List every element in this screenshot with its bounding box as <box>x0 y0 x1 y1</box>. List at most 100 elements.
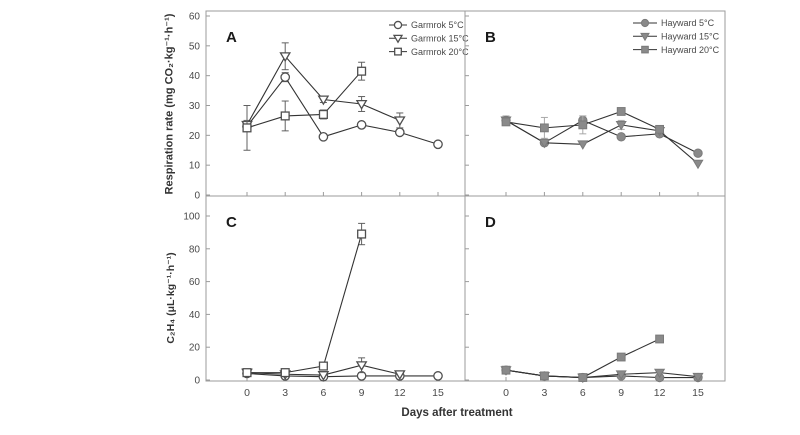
square-marker <box>578 373 588 382</box>
y-tick-label: 20 <box>189 343 201 354</box>
triangle-down-marker <box>538 138 550 149</box>
series-garmrok-5-c <box>242 72 443 150</box>
x-tick-label: 12 <box>394 387 406 399</box>
triangle-down-marker <box>392 34 404 44</box>
y-tick-label: 0 <box>194 191 200 202</box>
panel-letter: B <box>485 29 496 46</box>
square-marker <box>655 124 665 134</box>
circle-marker <box>616 132 626 142</box>
triangle-down-marker <box>317 95 330 106</box>
series-line <box>246 70 363 129</box>
y-tick-label: 60 <box>189 277 201 288</box>
triangle-down-marker <box>692 372 704 383</box>
square-marker <box>578 120 588 130</box>
panel-B: B Hayward 5°C Hayward 15°C Hayward 20°C <box>464 10 726 197</box>
triangle-down-marker <box>692 159 704 170</box>
square-marker <box>357 66 367 76</box>
circle-marker <box>693 148 703 158</box>
x-tick-label: 12 <box>654 387 666 399</box>
circle-marker <box>280 72 291 83</box>
triangle-down-marker <box>393 116 406 127</box>
circle-marker <box>393 20 403 30</box>
square-marker <box>318 361 328 371</box>
legend-label: Garmrok 15°C <box>411 34 469 44</box>
series-hayward-15-c <box>500 116 704 170</box>
square-marker <box>357 229 367 239</box>
square-marker <box>540 371 549 381</box>
x-tick-label: 9 <box>359 387 365 399</box>
x-tick-label: 9 <box>618 387 624 399</box>
triangle-down-marker <box>355 99 368 110</box>
panel-letter: C <box>226 214 237 231</box>
panel-letter: D <box>485 214 496 231</box>
legend-label: Garmrok 20°C <box>411 47 469 57</box>
triangle-down-marker <box>615 120 627 131</box>
series-garmrok-5-c <box>242 368 443 382</box>
square-marker <box>641 45 649 54</box>
x-tick-label: 15 <box>432 387 444 399</box>
x-axis-label: Days after treatment <box>401 407 513 419</box>
square-marker <box>501 365 511 375</box>
x-tick-label: 0 <box>244 387 250 399</box>
square-marker <box>242 368 252 378</box>
triangle-down-marker <box>355 361 368 372</box>
panel-frame <box>205 195 466 382</box>
series-garmrok-20-c <box>242 61 367 151</box>
legend-label: Hayward 15°C <box>661 32 720 42</box>
panel-C: 0 20 40 60 80 100 0 3 6 9 12 15 C <box>183 195 466 399</box>
legend-label: Hayward 5°C <box>661 18 715 28</box>
x-tick-label: 3 <box>282 387 288 399</box>
square-marker <box>616 352 626 362</box>
legend-label: Garmrok 5°C <box>411 20 464 30</box>
square-marker <box>242 123 252 133</box>
square-marker <box>655 334 665 344</box>
y-tick-label: 10 <box>189 161 201 172</box>
y-tick-label: 30 <box>189 101 201 112</box>
series-hayward-5-c <box>501 115 703 158</box>
square-marker <box>540 123 549 133</box>
panel-frame <box>464 195 726 382</box>
x-tick-label: 3 <box>541 387 547 399</box>
series-line <box>505 338 660 379</box>
y-tick-label: 0 <box>194 376 200 387</box>
y-tick-label: 50 <box>189 41 201 52</box>
circle-marker <box>433 371 443 381</box>
y-tick-label: 60 <box>189 12 201 23</box>
square-marker <box>616 107 626 116</box>
y-tick-label: 40 <box>189 310 201 321</box>
series-line <box>246 372 438 378</box>
series-hayward-20-c <box>501 334 665 382</box>
x-tick-label: 6 <box>320 387 326 399</box>
panel-D: 0 3 6 9 12 15 D <box>464 195 726 399</box>
y-tick-label: 100 <box>183 212 200 223</box>
series-garmrok-20-c <box>242 222 367 378</box>
square-marker <box>394 47 402 56</box>
y-tick-label: 80 <box>189 244 201 255</box>
series-hayward-20-c <box>501 107 665 139</box>
series-line <box>505 369 699 379</box>
square-marker <box>318 109 328 120</box>
triangle-down-marker <box>615 370 627 380</box>
triangle-down-marker <box>654 368 666 379</box>
panel-letter: A <box>226 29 237 46</box>
legend-label: Hayward 20°C <box>661 45 720 55</box>
x-tick-label: 15 <box>692 387 704 399</box>
circle-marker <box>433 139 443 150</box>
square-marker <box>501 117 511 127</box>
triangle-down-marker <box>577 140 589 150</box>
circle-marker <box>356 120 367 130</box>
square-marker <box>280 111 290 121</box>
triangle-down-marker <box>640 32 650 42</box>
x-tick-label: 6 <box>580 387 586 399</box>
triangle-down-marker <box>317 371 330 381</box>
series-line <box>247 233 363 374</box>
circle-marker <box>394 127 405 138</box>
circle-marker <box>318 131 329 142</box>
triangle-down-marker <box>279 52 292 63</box>
series-line <box>246 76 439 145</box>
legend-B: Hayward 5°C Hayward 15°C Hayward 20°C <box>633 18 720 55</box>
legend-A: Garmrok 5°C Garmrok 15°C Garmrok 20°C <box>389 20 469 57</box>
